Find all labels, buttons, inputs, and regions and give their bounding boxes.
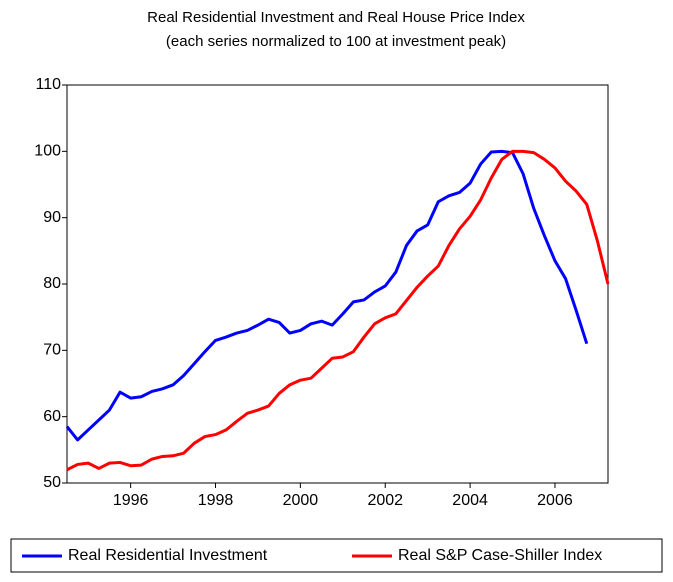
y-tick-label: 50 bbox=[43, 474, 61, 491]
legend-label: Real S&P Case-Shiller Index bbox=[398, 547, 602, 564]
x-tick-label: 2000 bbox=[283, 492, 319, 509]
x-tick-label: 1996 bbox=[113, 492, 149, 509]
y-tick-label: 60 bbox=[43, 408, 61, 425]
x-tick-label: 1998 bbox=[198, 492, 234, 509]
legend-label: Real Residential Investment bbox=[68, 547, 268, 564]
series-line bbox=[65, 149, 589, 442]
legend-box bbox=[10, 538, 663, 573]
chart-subtitle: (each series normalized to 100 at invest… bbox=[166, 33, 506, 50]
x-tick-label: 2006 bbox=[537, 492, 573, 509]
x-tick-label: 2002 bbox=[367, 492, 403, 509]
x-tick-label: 2004 bbox=[452, 492, 488, 509]
plot-frame bbox=[66, 84, 609, 484]
y-tick-label: 110 bbox=[35, 76, 61, 93]
chart-title: Real Residential Investment and Real Hou… bbox=[147, 9, 525, 26]
y-tick-label: 80 bbox=[43, 275, 61, 292]
y-tick-label: 100 bbox=[34, 143, 61, 160]
y-tick-label: 90 bbox=[43, 209, 61, 226]
y-tick-label: 70 bbox=[43, 342, 61, 359]
series-line bbox=[66, 149, 610, 472]
